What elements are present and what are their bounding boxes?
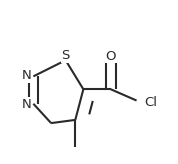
Text: O: O <box>106 50 116 63</box>
Text: N: N <box>22 98 32 111</box>
Text: N: N <box>22 69 32 82</box>
Text: Cl: Cl <box>145 96 158 109</box>
Text: S: S <box>61 49 70 62</box>
